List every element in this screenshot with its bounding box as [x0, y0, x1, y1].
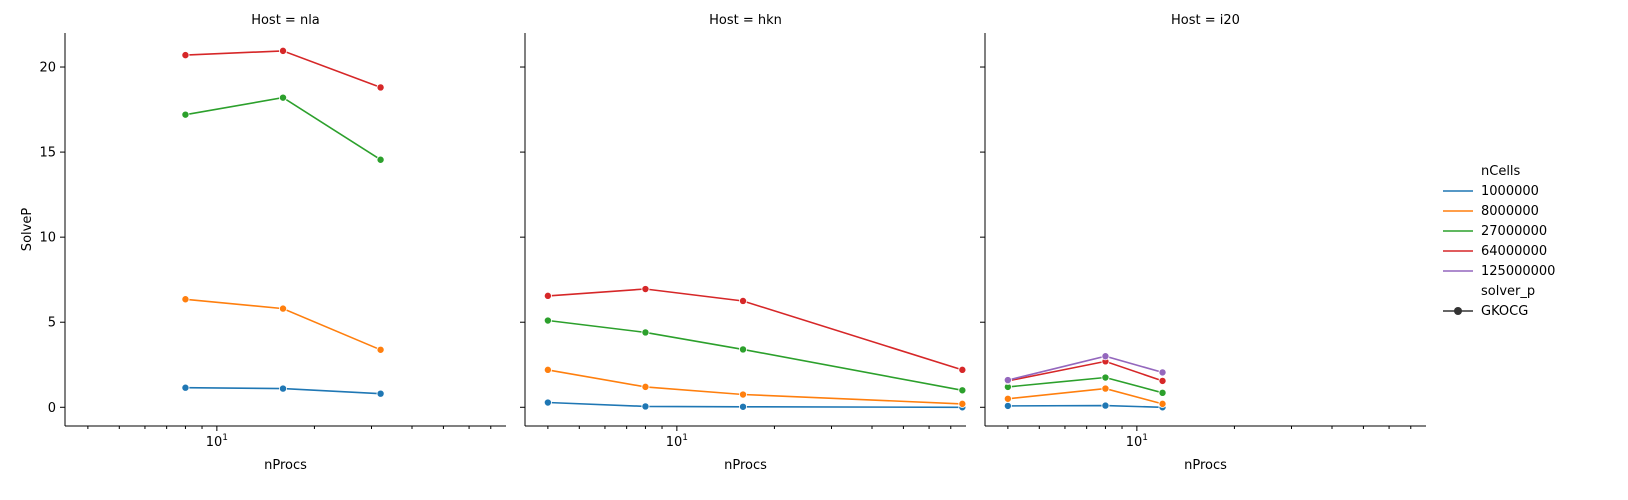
- data-point: [376, 345, 385, 354]
- data-point: [958, 399, 967, 408]
- series-line-64000000: [547, 288, 963, 371]
- y-tick-label: 0: [48, 401, 56, 416]
- data-point: [1003, 401, 1012, 410]
- series-line-64000000: [1007, 360, 1163, 382]
- x-tick-label: 101: [666, 433, 688, 450]
- legend-title-solver: solver_p: [1481, 284, 1535, 299]
- data-point: [1158, 376, 1167, 385]
- legend-style-marker: [1454, 307, 1462, 315]
- panel-title: Host = hkn: [709, 13, 782, 28]
- data-point: [376, 83, 385, 92]
- data-point: [1101, 373, 1110, 382]
- data-point: [279, 93, 288, 102]
- legend-entry-125000000: 125000000: [1481, 264, 1555, 279]
- data-point: [279, 384, 288, 393]
- data-point: [958, 386, 967, 395]
- series-line-27000000: [185, 96, 382, 161]
- data-point: [181, 383, 190, 392]
- y-tick-label: 5: [48, 316, 56, 331]
- legend: nCells 1000000 8000000 27000000 64000000 1250…: [1443, 164, 1555, 319]
- x-axis-label: nProcs: [1184, 458, 1227, 473]
- legend-title-ncells: nCells: [1481, 164, 1521, 179]
- panel-title: Host = nla: [251, 13, 320, 28]
- data-point: [279, 46, 288, 55]
- panel-i20: Host = i20 101 nProcs: [980, 13, 1426, 473]
- data-point: [641, 382, 650, 391]
- y-tick-label: 10: [39, 231, 56, 246]
- data-point: [1158, 388, 1167, 397]
- legend-entry-8000000: 8000000: [1481, 204, 1539, 219]
- x-axis-label: nProcs: [264, 458, 307, 473]
- data-point: [1158, 368, 1167, 377]
- data-point: [1101, 401, 1110, 410]
- data-point: [739, 402, 748, 411]
- data-point: [739, 390, 748, 399]
- y-axis-label: SolveP: [20, 208, 35, 252]
- data-point: [376, 389, 385, 398]
- series-line-1000000: [1007, 404, 1163, 409]
- panel-nla: Host = nla 0 5 10 15 20 101 nProcs: [39, 13, 506, 473]
- data-point: [641, 402, 650, 411]
- panel-hkn: Host = hkn 101 nProcs: [520, 13, 967, 473]
- data-point: [181, 110, 190, 119]
- data-point: [1101, 384, 1110, 393]
- y-tick-label: 15: [39, 146, 56, 161]
- x-axis-label: nProcs: [724, 458, 767, 473]
- data-point: [641, 328, 650, 337]
- data-point: [1003, 376, 1012, 385]
- data-point: [376, 155, 385, 164]
- data-point: [543, 291, 552, 300]
- data-point: [279, 304, 288, 313]
- x-tick-label: 101: [1126, 433, 1148, 450]
- data-point: [181, 295, 190, 304]
- data-point: [543, 365, 552, 374]
- series-line-27000000: [547, 319, 963, 392]
- series-line-8000000: [547, 369, 963, 405]
- data-point: [181, 51, 190, 60]
- panel-title: Host = i20: [1171, 13, 1240, 28]
- data-point: [739, 345, 748, 354]
- data-point: [1003, 394, 1012, 403]
- legend-entry-64000000: 64000000: [1481, 244, 1547, 259]
- y-tick-label: 20: [39, 61, 56, 76]
- data-point: [543, 398, 552, 407]
- legend-entry-27000000: 27000000: [1481, 224, 1547, 239]
- series-line-64000000: [185, 50, 381, 89]
- data-point: [543, 316, 552, 325]
- series-line-1000000: [547, 401, 963, 409]
- data-point: [641, 285, 650, 294]
- data-point: [739, 296, 748, 305]
- series-line-8000000: [1007, 387, 1163, 405]
- data-point: [958, 365, 967, 374]
- data-point: [1158, 399, 1167, 408]
- data-point: [1101, 352, 1110, 361]
- x-tick-label: 101: [206, 433, 228, 450]
- legend-entry-gkocg: GKOCG: [1481, 304, 1528, 319]
- legend-entry-1000000: 1000000: [1481, 184, 1539, 199]
